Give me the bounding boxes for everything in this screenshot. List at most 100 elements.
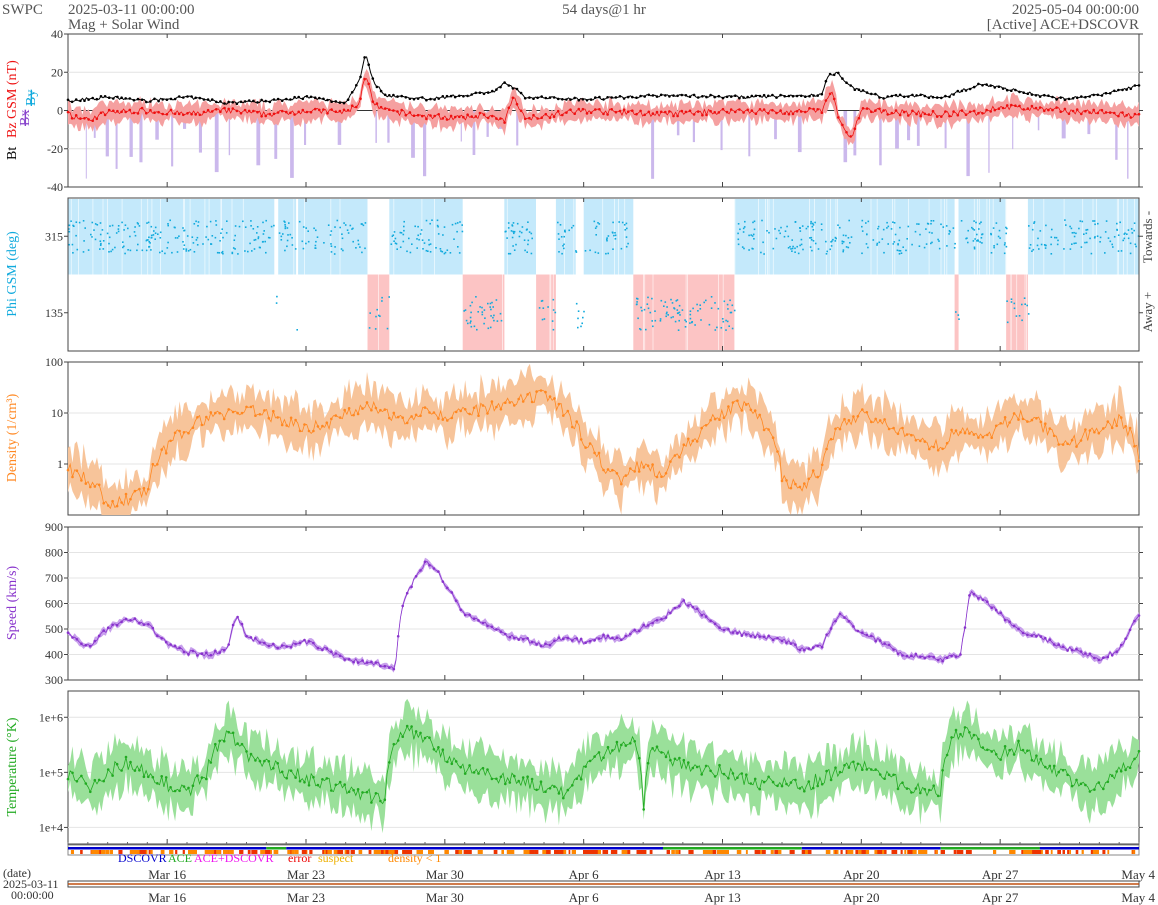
phi-point bbox=[193, 251, 196, 253]
phi-gap bbox=[1082, 199, 1084, 350]
bz-point bbox=[74, 114, 78, 117]
density-point bbox=[160, 448, 163, 451]
bt-point bbox=[120, 96, 123, 99]
phi-point bbox=[1104, 231, 1107, 233]
phi-point bbox=[980, 237, 983, 239]
bz-point bbox=[911, 109, 914, 113]
phi-point bbox=[1006, 300, 1008, 302]
density-ytick-label: 100 bbox=[45, 355, 63, 369]
bt-point bbox=[486, 91, 490, 94]
bt-point bbox=[260, 98, 263, 102]
bz-point bbox=[1055, 106, 1058, 109]
speed-point bbox=[571, 639, 574, 642]
bz-point bbox=[672, 114, 675, 118]
speed-point bbox=[205, 651, 208, 655]
phi-point bbox=[257, 237, 260, 240]
status-flag bbox=[264, 850, 270, 854]
speed-point bbox=[267, 644, 271, 648]
status-flag bbox=[561, 850, 567, 854]
bz-point bbox=[359, 97, 362, 100]
status-flag bbox=[806, 850, 812, 854]
phi-point bbox=[877, 225, 880, 228]
speed-point bbox=[200, 652, 204, 655]
bx-band bbox=[129, 110, 133, 157]
speed-point bbox=[423, 560, 427, 564]
speed-point bbox=[874, 639, 877, 643]
density-point bbox=[972, 433, 976, 436]
bz-point bbox=[977, 111, 980, 115]
temperature-point bbox=[218, 739, 221, 743]
density-point bbox=[843, 417, 846, 421]
bt-point bbox=[66, 98, 70, 102]
org-label: SWPC bbox=[2, 2, 43, 18]
speed-point bbox=[280, 644, 284, 647]
speed-point bbox=[936, 658, 940, 662]
bt-point bbox=[940, 96, 943, 100]
speed-ytick-label: 700 bbox=[45, 571, 63, 585]
bz-point bbox=[1047, 108, 1050, 112]
speed-point bbox=[593, 638, 596, 642]
speed-ylabel: Speed (km/s) bbox=[5, 566, 20, 641]
phi-point bbox=[359, 246, 361, 248]
bt-point bbox=[173, 97, 177, 101]
status-segment bbox=[940, 847, 1040, 850]
density-point bbox=[892, 426, 895, 430]
phi-point bbox=[589, 249, 591, 252]
phi-point bbox=[264, 240, 266, 243]
status-flag bbox=[493, 850, 498, 854]
bt-point bbox=[400, 94, 404, 98]
bz-point bbox=[243, 108, 247, 112]
temperature-point bbox=[990, 750, 993, 753]
temperature-point bbox=[1110, 774, 1114, 777]
temperature-point bbox=[298, 779, 302, 783]
phi-point bbox=[282, 233, 284, 235]
bz-point bbox=[404, 113, 408, 117]
phi-gap bbox=[221, 199, 222, 350]
speed-ytick-label: 300 bbox=[45, 673, 63, 687]
bt-point bbox=[404, 96, 408, 99]
speed-point bbox=[642, 623, 645, 627]
bz-point bbox=[952, 110, 955, 113]
phi-gap bbox=[1096, 199, 1097, 350]
speed-point bbox=[133, 617, 137, 620]
bz-point bbox=[631, 109, 634, 112]
speed-point bbox=[767, 634, 770, 638]
phi-point bbox=[259, 246, 261, 249]
speed-point bbox=[285, 645, 289, 648]
temperature-point bbox=[472, 771, 476, 774]
bz-point bbox=[651, 112, 655, 115]
phi-point bbox=[428, 239, 430, 241]
status-flag bbox=[675, 850, 679, 854]
temperature-point bbox=[736, 776, 739, 779]
bt-point bbox=[1018, 90, 1021, 94]
phi-point bbox=[881, 238, 884, 240]
phi-point bbox=[286, 245, 288, 248]
density-point bbox=[106, 504, 110, 507]
phi-gap bbox=[1010, 199, 1012, 350]
speed-point bbox=[459, 608, 463, 612]
x-tick-label-bottom: Mar 23 bbox=[287, 890, 325, 905]
temperature-point bbox=[102, 779, 105, 783]
status-segment bbox=[1039, 847, 1139, 850]
phi-point bbox=[1107, 237, 1110, 239]
speed-point bbox=[606, 634, 610, 638]
density-point bbox=[169, 439, 172, 443]
phi-point bbox=[992, 227, 995, 229]
phi-point bbox=[997, 235, 1000, 238]
phi-point bbox=[810, 220, 812, 223]
phi-point bbox=[730, 311, 733, 314]
bt-point bbox=[1113, 89, 1116, 93]
phi-gap bbox=[121, 199, 123, 350]
bz-point bbox=[91, 119, 94, 122]
phi-point bbox=[761, 219, 763, 222]
speed-point bbox=[887, 643, 891, 647]
phi-point bbox=[841, 240, 844, 243]
speed-point bbox=[843, 616, 846, 619]
temperature-point bbox=[66, 777, 70, 781]
density-point bbox=[303, 423, 306, 426]
status-flag bbox=[881, 850, 887, 854]
bt-point bbox=[734, 94, 737, 97]
bt-point bbox=[416, 97, 420, 100]
bt-point bbox=[1034, 94, 1038, 97]
phi-point bbox=[167, 224, 169, 227]
